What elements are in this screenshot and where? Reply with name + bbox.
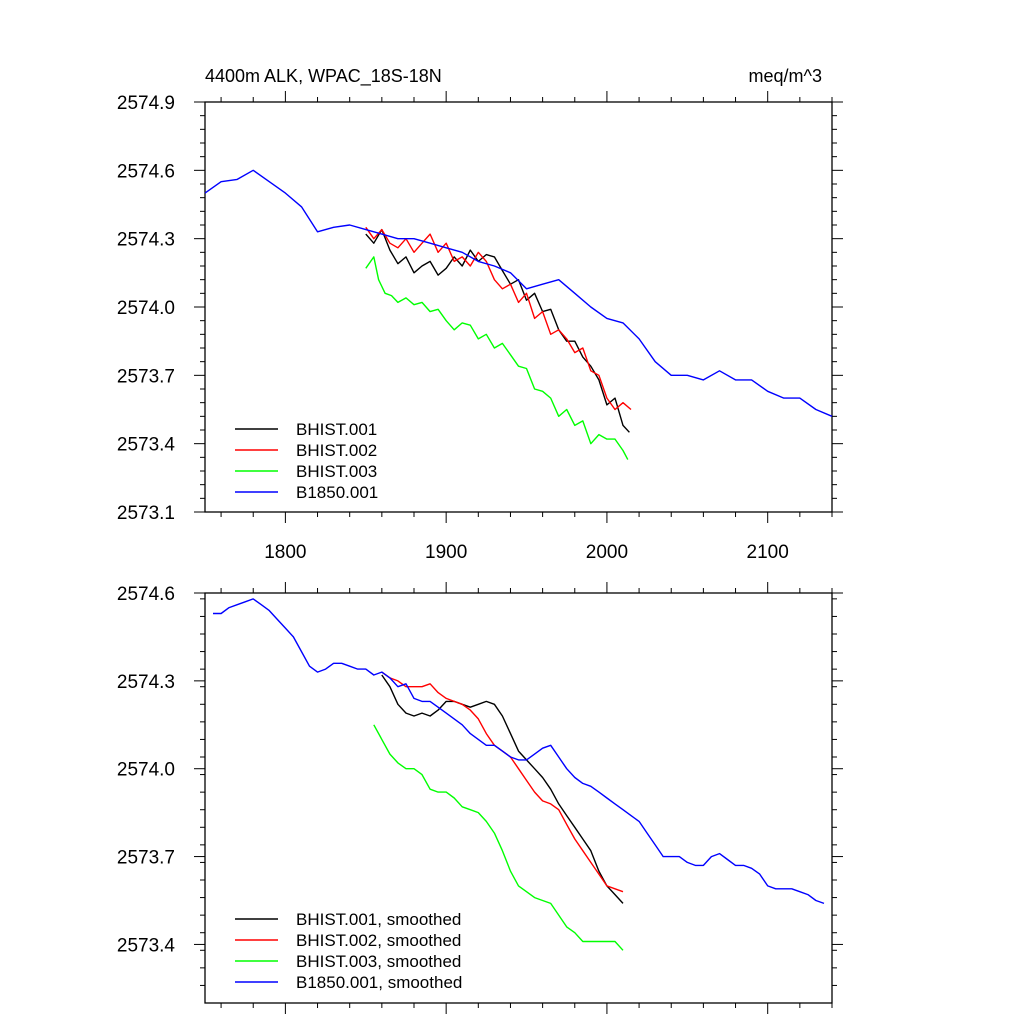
legend-label: BHIST.003 (296, 462, 377, 481)
y-tick-label: 2574.9 (117, 93, 175, 114)
legend-label: BHIST.002 (296, 441, 377, 460)
chart-title-units: meq/m^3 (749, 66, 822, 86)
series-group-top (204, 169, 833, 460)
y-tick-label: 2573.7 (117, 848, 175, 869)
legend-label: B1850.001 (296, 483, 378, 502)
x-tick-label: 1800 (264, 542, 306, 563)
series-line-bhist-001 (381, 674, 624, 904)
y-tick-label: 2573.7 (117, 366, 175, 387)
plot-frame-bottom (204, 592, 833, 1004)
y-tick-label: 2573.4 (117, 935, 176, 956)
legend-label: BHIST.001 (296, 420, 377, 439)
legend-bottom: BHIST.001, smoothed BHIST.002, smoothed BH… (235, 910, 462, 992)
series-line-bhist-001 (365, 228, 630, 433)
y-tick-label: 2574.3 (117, 672, 175, 693)
series-line-b1850-001 (204, 169, 833, 417)
y-tick-label: 2574.0 (117, 760, 175, 781)
series-line-b1850-001 (213, 598, 825, 905)
x-tick-label: 1900 (425, 542, 467, 563)
x-tick-label: 2000 (586, 542, 628, 563)
series-line-bhist-003 (373, 724, 624, 951)
y-tick-label: 2573.1 (117, 503, 175, 524)
legend-label: BHIST.002, smoothed (296, 931, 461, 950)
x-tick-label: 2100 (747, 542, 789, 563)
series-line-bhist-002 (365, 226, 632, 411)
series-group-bottom (213, 598, 825, 951)
series-line-bhist-002 (381, 671, 624, 893)
y-tick-label: 2574.6 (117, 584, 175, 605)
panel-raw: 4400m ALK, WPAC_18S-18N meq/m^3 1800 1900… (117, 66, 843, 563)
legend-top: BHIST.001 BHIST.002 BHIST.003 B1850.001 (235, 420, 378, 502)
y-tick-label: 2574.3 (117, 230, 175, 251)
legend-label: B1850.001, smoothed (296, 973, 462, 992)
axis-ticks-top: 1800 1900 2000 2100 2573.1 2573.4 2573.7 2574.0… (117, 91, 843, 563)
legend-label: BHIST.003, smoothed (296, 952, 461, 971)
legend-label: BHIST.001, smoothed (296, 910, 461, 929)
panel-smoothed: 2573.4 2573.7 2574.0 2574.3 2574.6 BHIST.001… (117, 582, 843, 1014)
y-tick-label: 2574.6 (117, 161, 175, 182)
series-line-bhist-003 (365, 256, 629, 460)
y-tick-label: 2573.4 (117, 435, 176, 456)
chart-title-left: 4400m ALK, WPAC_18S-18N (205, 66, 442, 87)
axis-ticks-bottom: 2573.4 2573.7 2574.0 2574.3 2574.6 (117, 582, 843, 1014)
y-tick-label: 2574.0 (117, 298, 175, 319)
